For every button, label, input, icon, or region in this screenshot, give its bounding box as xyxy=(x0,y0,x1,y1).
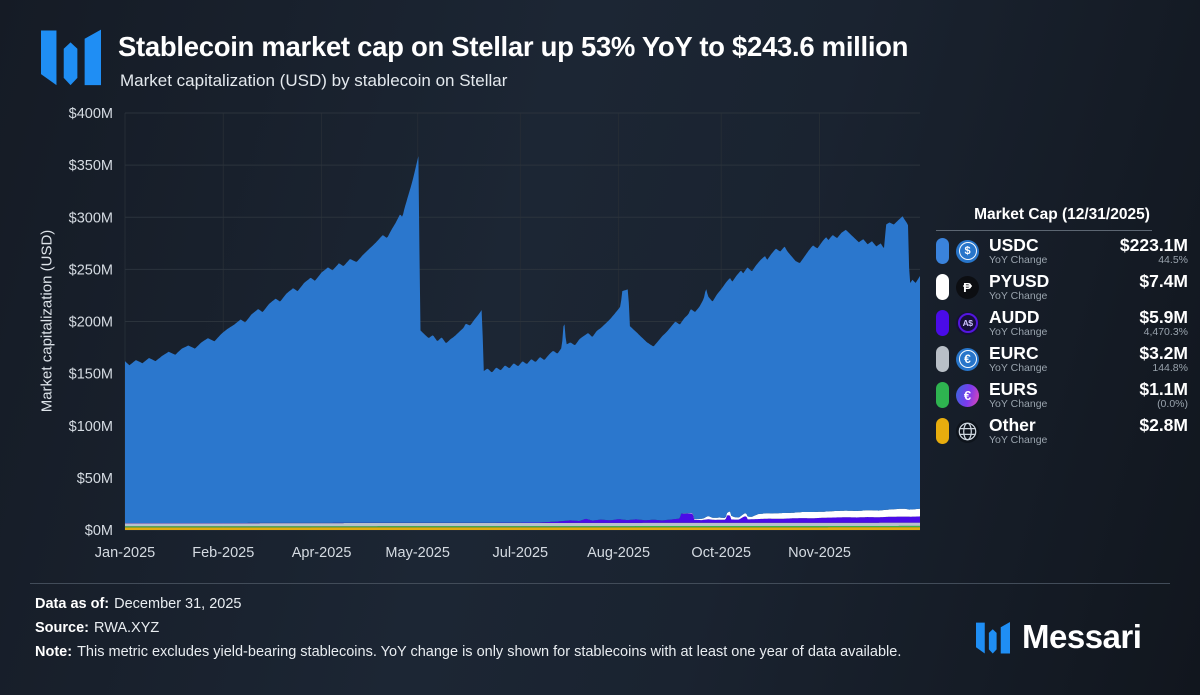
usdc-coin-icon: $ xyxy=(956,239,979,263)
legend-row-pyusd: ₱ PYUSD YoY Change $7.4M xyxy=(936,269,1188,305)
eurc-coin-icon: € xyxy=(956,347,979,371)
yoy-change-value: (0.0%) xyxy=(1157,398,1188,410)
source-line: Source: RWA.XYZ xyxy=(35,620,160,636)
x-tick-label: Jan-2025 xyxy=(95,545,155,561)
legend-row-usdc: $ USDC YoY Change $223.1M 44.5% xyxy=(936,233,1188,269)
area-pyusd xyxy=(125,508,920,523)
legend-label: PYUSD xyxy=(989,271,1050,291)
y-tick-label: $100M xyxy=(69,419,113,435)
footer: Data as of: December 31, 2025 Source: RWA.… xyxy=(35,592,972,664)
eurs-coin-icon: € xyxy=(956,383,979,407)
x-tick-label: Oct-2025 xyxy=(691,545,751,561)
yoy-change-label: YoY Change xyxy=(989,326,1048,338)
yoy-change-value: 4,470.3% xyxy=(1143,326,1188,338)
legend-label: Other xyxy=(989,415,1036,435)
y-tick-label: $0M xyxy=(85,523,113,539)
area-eurs xyxy=(125,525,920,528)
yoy-change-label: YoY Change xyxy=(989,362,1048,374)
legend-value: $2.8M xyxy=(1139,415,1188,435)
x-tick-label: Feb-2025 xyxy=(192,545,254,561)
legend-value: $3.2M xyxy=(1139,343,1188,363)
y-tick-label: $250M xyxy=(69,262,113,278)
audd-coin-icon: A$ xyxy=(956,311,979,335)
legend-row-other: Other YoY Change $2.8M xyxy=(936,413,1188,449)
page-title: Stablecoin market cap on Stellar up 53% … xyxy=(118,31,909,62)
area-other xyxy=(125,527,920,530)
messari-logo-icon xyxy=(976,622,1010,654)
legend-row-eurc: € EURC YoY Change $3.2M 144.8% xyxy=(936,341,1188,377)
legend-divider xyxy=(936,230,1152,231)
eurc-series-swatch xyxy=(936,346,949,372)
legend-label: USDC xyxy=(989,235,1039,255)
eurs-series-swatch xyxy=(936,382,949,408)
messari-logo-icon xyxy=(41,29,101,86)
x-tick-label: May-2025 xyxy=(385,545,449,561)
brand-name: Messari xyxy=(1022,618,1142,655)
globe-icon xyxy=(956,419,979,443)
x-tick-label: Jul-2025 xyxy=(493,545,549,561)
area-eurc xyxy=(125,522,920,527)
legend-value: $7.4M xyxy=(1139,271,1188,291)
y-tick-label: $400M xyxy=(69,106,113,122)
area-usdc xyxy=(125,156,920,523)
pyusd-series-swatch xyxy=(936,274,949,300)
usdc-series-swatch xyxy=(936,238,949,264)
yoy-change-value xyxy=(1139,290,1188,302)
yoy-change-value xyxy=(1139,434,1188,446)
legend-header: Market Cap (12/31/2025) xyxy=(974,206,1150,223)
y-tick-label: $200M xyxy=(69,315,113,331)
footer-divider xyxy=(30,583,1170,584)
other-series-swatch xyxy=(936,418,949,444)
audd-series-swatch xyxy=(936,310,949,336)
page-subtitle: Market capitalization (USD) by stablecoi… xyxy=(120,71,508,90)
note-line: Note: This metric excludes yield-bearing … xyxy=(35,644,902,660)
y-tick-label: $350M xyxy=(69,158,113,174)
stacked-area-chart: Jan-2025 Feb-2025 Apr-2025 May-2025 Jul-2025… xyxy=(69,106,920,561)
legend-label: AUDD xyxy=(989,307,1040,327)
yoy-change-value: 44.5% xyxy=(1158,254,1188,266)
y-tick-label: $150M xyxy=(69,367,113,383)
legend: Market Cap (12/31/2025) $ USDC YoY Chang… xyxy=(936,206,1188,449)
yoy-change-value: 144.8% xyxy=(1152,362,1188,374)
x-tick-label: Apr-2025 xyxy=(292,545,352,561)
data-as-of-line: Data as of: December 31, 2025 xyxy=(35,596,242,612)
pyusd-coin-icon: ₱ xyxy=(956,275,979,299)
legend-label: EURC xyxy=(989,343,1039,363)
legend-value: $5.9M xyxy=(1139,307,1188,327)
legend-value: $223.1M xyxy=(1119,235,1188,255)
yoy-change-label: YoY Change xyxy=(989,434,1048,446)
y-tick-label: $300M xyxy=(69,210,113,226)
messari-wordmark: Messari xyxy=(974,618,1142,656)
legend-value: $1.1M xyxy=(1139,379,1188,399)
x-tick-label: Aug-2025 xyxy=(587,545,650,561)
yoy-change-label: YoY Change xyxy=(989,398,1048,410)
x-tick-label: Nov-2025 xyxy=(788,545,851,561)
yoy-change-label: YoY Change xyxy=(989,290,1048,302)
legend-label: EURS xyxy=(989,379,1038,399)
yoy-change-label: YoY Change xyxy=(989,254,1048,266)
area-audd xyxy=(125,513,920,524)
y-tick-label: $50M xyxy=(77,471,113,487)
legend-row-audd: A$ AUDD YoY Change $5.9M 4,470.3% xyxy=(936,305,1188,341)
legend-row-eurs: € EURS YoY Change $1.1M (0.0%) xyxy=(936,377,1188,413)
